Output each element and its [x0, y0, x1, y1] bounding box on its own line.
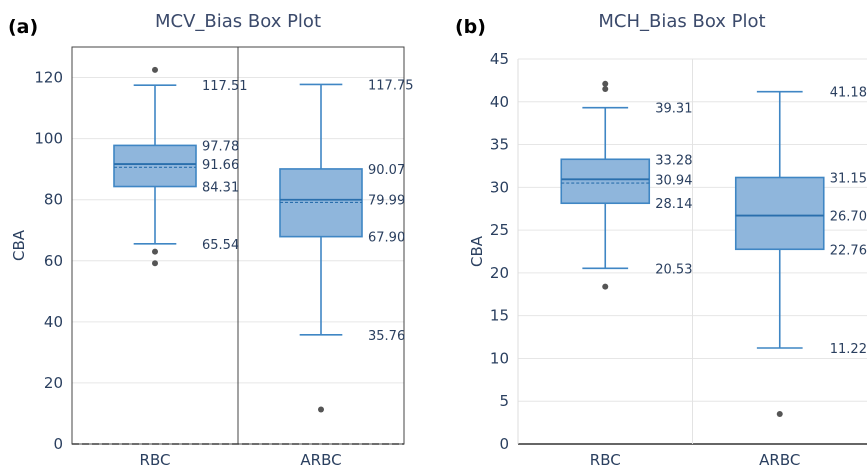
lower-fence-label: 11.22 [830, 342, 867, 357]
median-label: 91.66 [202, 158, 239, 173]
y-tick-label: 10 [490, 349, 509, 367]
q1-label: 22.76 [830, 243, 867, 258]
y-tick-label: 40 [44, 313, 63, 331]
y-axis-label: CBA [468, 235, 486, 267]
x-tick-label: ARBC [300, 451, 341, 469]
outlier-point [318, 406, 324, 413]
median-label: 79.99 [368, 194, 405, 209]
q3-label: 33.28 [655, 153, 692, 168]
y-tick-label: 35 [490, 136, 509, 154]
y-tick-label: 100 [34, 130, 63, 148]
y-tick-label: 25 [490, 221, 509, 239]
outlier-point [152, 260, 158, 267]
y-tick-label: 80 [44, 191, 63, 209]
upper-fence-label: 39.31 [655, 102, 692, 117]
upper-fence-label: 41.18 [830, 86, 867, 101]
y-tick-label: 20 [44, 374, 63, 392]
median-label: 26.70 [830, 210, 867, 225]
chart-a-title: MCV_Bias Box Plot [155, 11, 321, 32]
x-tick-label: RBC [140, 451, 171, 469]
y-tick-label: 120 [34, 69, 63, 87]
y-tick-label: 60 [44, 252, 63, 270]
lower-fence-label: 65.54 [202, 238, 239, 253]
chart-b-title: MCH_Bias Box Plot [598, 11, 765, 32]
q1-label: 28.14 [655, 197, 692, 212]
y-tick-label: 30 [490, 178, 509, 196]
box-rbc [113, 144, 197, 188]
y-tick-label: 40 [490, 93, 509, 111]
panel-b-label: (b) [455, 16, 486, 38]
x-tick-label: RBC [590, 451, 621, 469]
outlier-point [602, 80, 609, 87]
outlier-point [152, 248, 158, 255]
outlier-point [602, 283, 609, 290]
y-tick-label: 20 [490, 264, 509, 282]
median-label: 30.94 [655, 173, 692, 188]
y-tick-label: 45 [490, 50, 509, 68]
lower-fence-label: 20.53 [655, 262, 692, 277]
q1-label: 67.90 [368, 231, 405, 246]
box-arbc [734, 176, 825, 251]
box-rbc [560, 158, 651, 205]
x-tick-label: ARBC [759, 451, 800, 469]
q3-label: 90.07 [368, 163, 405, 178]
outlier-point [602, 85, 609, 92]
chart-b: 0 5 10 15 20 25 30 35 40 45 CBA 39.31 33.28 30.94 28.1… [468, 50, 867, 469]
outlier-point [776, 411, 783, 418]
q1-label: 84.31 [202, 181, 239, 196]
upper-fence-label: 117.75 [368, 78, 414, 93]
y-tick-label: 5 [499, 392, 509, 410]
upper-fence-label: 117.51 [202, 79, 248, 94]
y-axis-label: CBA [10, 229, 28, 261]
y-tick-label: 15 [490, 307, 509, 325]
q3-label: 31.15 [830, 171, 867, 186]
outlier-point [152, 66, 158, 73]
lower-fence-label: 35.76 [368, 329, 405, 344]
y-tick-label: 0 [499, 435, 509, 453]
chart-a: 0 20 40 60 80 100 120 CBA 117.51 97.78 91.66 84.31 6… [10, 46, 414, 469]
q3-label: 97.78 [202, 139, 239, 154]
y-tick-label: 0 [53, 435, 63, 453]
panel-a-label: (a) [8, 16, 38, 38]
